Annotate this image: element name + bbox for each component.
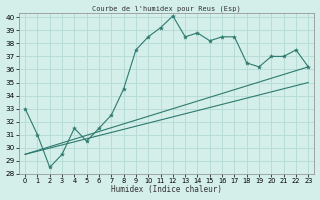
X-axis label: Humidex (Indice chaleur): Humidex (Indice chaleur)	[111, 185, 222, 194]
Title: Courbe de l'humidex pour Reus (Esp): Courbe de l'humidex pour Reus (Esp)	[92, 6, 241, 12]
